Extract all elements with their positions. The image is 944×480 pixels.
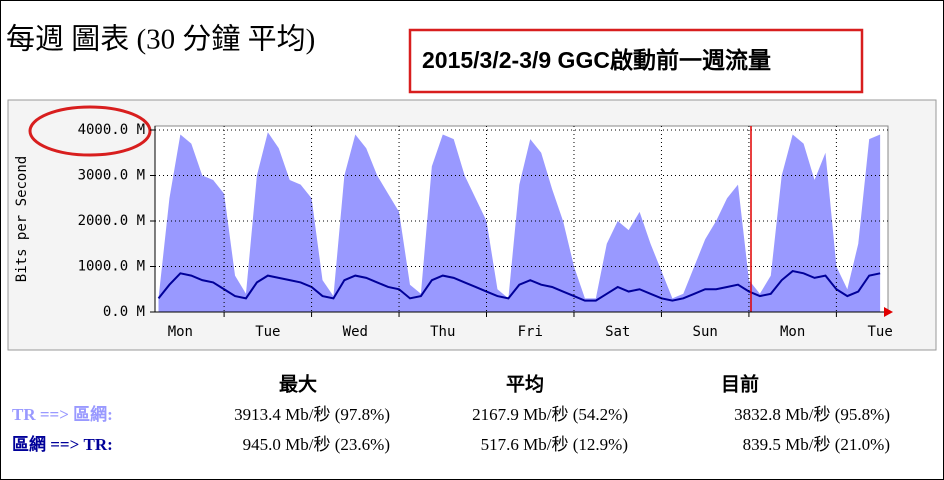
stat-value: 517.6 Mb/秒 (12.9%) [481, 435, 628, 454]
x-tick-label: Wed [343, 324, 368, 340]
stat-header: 平均 [506, 372, 544, 395]
chart-title: 每週 圖表 (30 分鐘 平均) [6, 23, 315, 56]
stat-value: 3913.4 Mb/秒 (97.8%) [234, 405, 390, 424]
stat-value: 945.0 Mb/秒 (23.6%) [243, 435, 390, 454]
x-tick-label: Tue [867, 324, 892, 340]
x-tick-label: Sat [605, 324, 630, 340]
y-tick-label: 1000.0 M [78, 259, 145, 275]
y-axis-label: Bits per Second [14, 156, 30, 282]
plot [155, 126, 888, 313]
stat-value: 839.5 Mb/秒 (21.0%) [743, 435, 890, 454]
stat-value: 3832.8 Mb/秒 (95.8%) [734, 405, 890, 424]
y-tick-label: 0.0 M [103, 304, 145, 320]
x-tick-label: Mon [780, 324, 805, 340]
stats-table: 最大 平均 目前 TR ==> 區網: 3913.4 Mb/秒 (97.8%) 2167.… [12, 372, 890, 454]
stat-header: 最大 [279, 372, 317, 395]
stat-header: 目前 [721, 372, 759, 395]
annotation: 2015/3/2-3/9 GGC啟動前一週流量 [422, 47, 771, 73]
y-tick-label: 3000.0 M [78, 168, 145, 184]
stat-value: 2167.9 Mb/秒 (54.2%) [472, 405, 628, 424]
x-tick-label: Sun [693, 324, 718, 340]
x-tick-label: Fri [518, 324, 543, 340]
axis-arrow [884, 307, 893, 317]
x-tick-label: Mon [168, 324, 193, 340]
line [157, 269, 881, 302]
y-tick-label: 4000.0 M [78, 122, 145, 138]
annotation-box [408, 28, 864, 94]
legend-label: 區網 ==> TR: [12, 434, 113, 454]
legend-label: TR ==> 區網: [12, 404, 113, 424]
y-tick-label: 2000.0 M [78, 213, 145, 229]
area [158, 132, 881, 312]
x-tick-label: Tue [255, 324, 280, 340]
x-tick-label: Thu [430, 324, 455, 340]
highlight-circle [28, 105, 152, 157]
